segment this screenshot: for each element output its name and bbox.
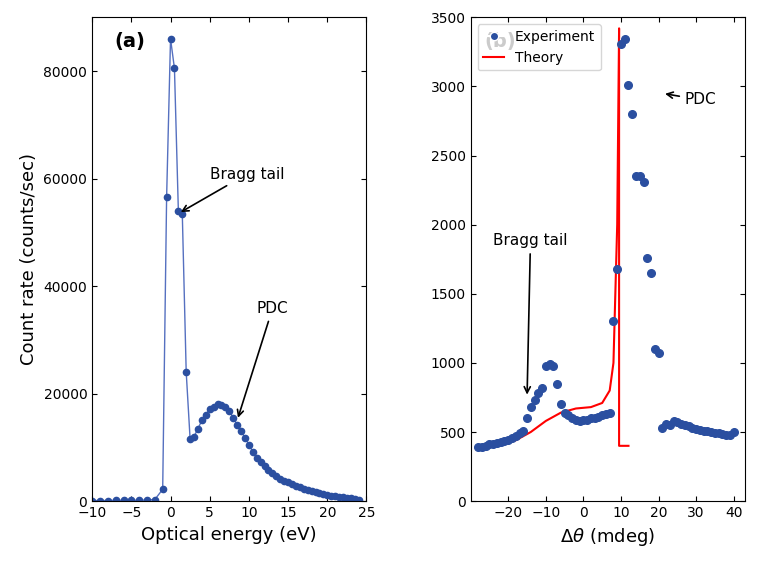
Text: PDC: PDC [237, 301, 288, 416]
Text: Bragg tail: Bragg tail [182, 166, 284, 211]
Text: (b): (b) [485, 32, 516, 51]
X-axis label: $\Delta\theta$ (mdeg): $\Delta\theta$ (mdeg) [561, 525, 655, 548]
Y-axis label: Count rate (counts/sec): Count rate (counts/sec) [20, 153, 38, 365]
Text: Bragg tail: Bragg tail [493, 233, 568, 393]
X-axis label: Optical energy (eV): Optical energy (eV) [141, 525, 317, 544]
Legend: Experiment, Theory: Experiment, Theory [478, 24, 601, 70]
Text: (a): (a) [114, 32, 145, 51]
Text: PDC: PDC [667, 92, 717, 107]
